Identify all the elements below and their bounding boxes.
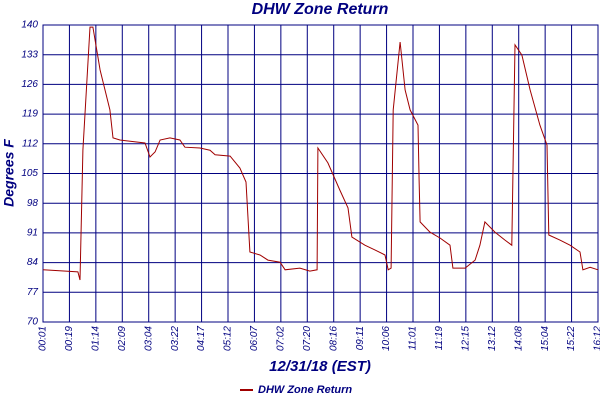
- y-tick-label: 77: [27, 287, 39, 298]
- x-tick-label: 11:01: [408, 326, 419, 350]
- x-tick-label: 07:20: [302, 326, 313, 351]
- data-line: [42, 26, 599, 281]
- x-tick-label: 10:06: [381, 326, 392, 351]
- x-tick-label: 15:22: [566, 326, 577, 351]
- y-tick-label: 126: [21, 79, 38, 90]
- y-tick-label: 105: [21, 168, 38, 179]
- x-tick-label: 00:19: [64, 326, 75, 351]
- x-axis-label: 12/31/18 (EST): [269, 358, 371, 375]
- x-tick-label: 01:14: [90, 326, 101, 351]
- chart-title: DHW Zone Return: [252, 1, 389, 18]
- x-tick-label: 08:16: [328, 326, 339, 351]
- y-tick-label: 119: [22, 109, 38, 120]
- y-tick-label: 112: [22, 138, 38, 149]
- x-tick-label: 02:09: [117, 326, 128, 351]
- x-tick-label: 11:19: [434, 326, 445, 351]
- x-tick-label: 06:07: [249, 326, 260, 351]
- y-tick-label: 70: [27, 317, 39, 328]
- x-tick-label: 00:01: [38, 326, 49, 351]
- x-tick-label: 16:12: [593, 326, 600, 351]
- x-tick-label: 07:02: [275, 326, 286, 351]
- x-tick-label: 03:22: [170, 326, 181, 351]
- x-tick-label: 04:17: [196, 326, 207, 351]
- y-tick-label: 91: [27, 228, 38, 239]
- x-tick-label: 03:04: [143, 326, 154, 351]
- x-tick-label: 15:04: [540, 326, 551, 351]
- x-tick-label: 14:08: [513, 326, 524, 351]
- x-tick-label: 09:11: [355, 326, 366, 350]
- y-tick-label: 140: [21, 20, 38, 31]
- x-tick-label: 05:12: [223, 326, 234, 351]
- y-tick-label: 98: [27, 198, 39, 209]
- y-tick-label: 84: [27, 257, 39, 268]
- y-axis-label: Degrees F: [1, 139, 17, 207]
- y-tick-label: 133: [21, 49, 38, 60]
- x-tick-label: 12:15: [460, 326, 471, 351]
- x-tick-label: 13:12: [487, 326, 498, 351]
- legend-label: DHW Zone Return: [258, 384, 352, 396]
